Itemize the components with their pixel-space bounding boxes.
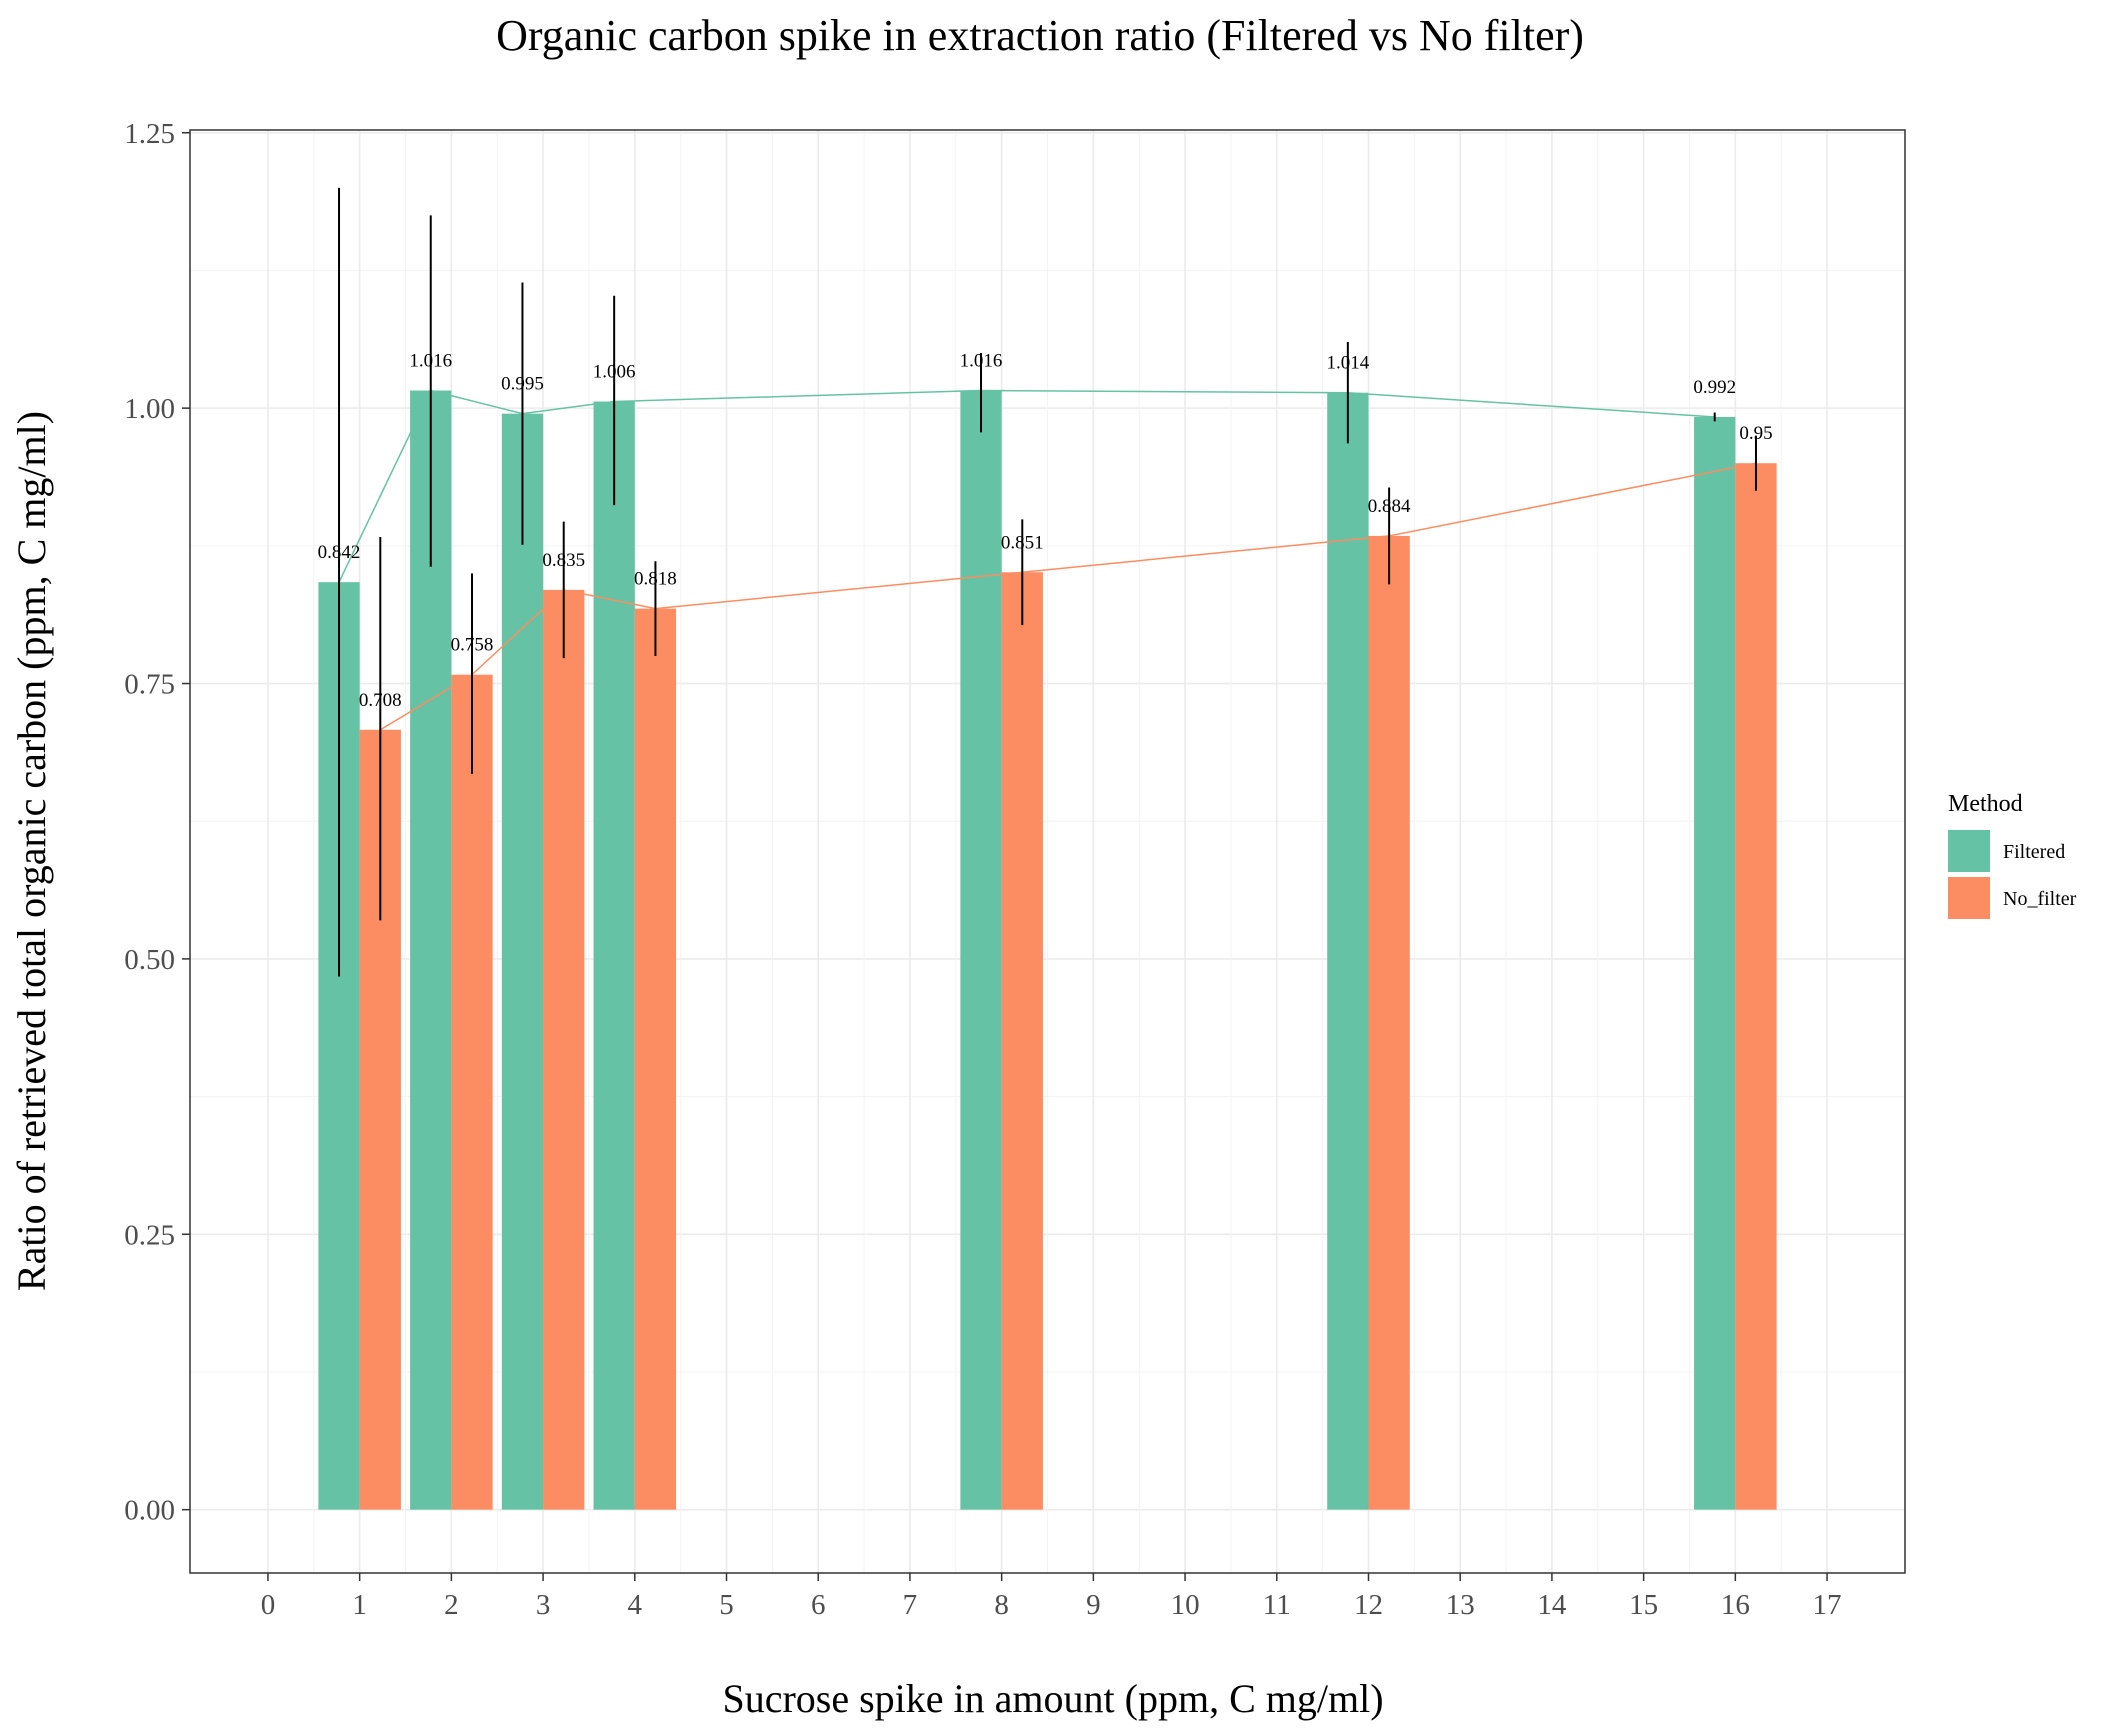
- bar-no_filter-3: [543, 589, 585, 1510]
- data-label-no_filter-3: 0.835: [542, 550, 585, 571]
- data-label-filtered-2: 1.016: [409, 351, 452, 372]
- x-tick-label: 11: [1263, 1589, 1291, 1621]
- data-labels-layer: 0.842 1.016 0.995 1.006 1.016 1.014 0.992 0.708…: [318, 351, 1773, 711]
- y-tick-label: 0.50: [124, 944, 175, 976]
- bar-filtered-3: [501, 413, 544, 1510]
- x-tick-label: 3: [536, 1589, 551, 1621]
- bar-filtered-12: [1327, 392, 1369, 1510]
- data-label-filtered-16: 0.992: [1693, 377, 1736, 398]
- legend: Method Filtered No_filter: [1948, 791, 2077, 919]
- data-label-no_filter-12: 0.884: [1368, 496, 1411, 517]
- x-tick-label: 0: [261, 1589, 276, 1621]
- legend-label-no_filter: No_filter: [2003, 888, 2077, 910]
- legend-key-filtered: [1948, 830, 1990, 872]
- y-tick-label: 0.00: [124, 1495, 175, 1527]
- bar-filtered-4: [593, 401, 635, 1510]
- bar-no_filter-8: [1001, 572, 1043, 1510]
- bar-filtered-16: [1694, 416, 1736, 1510]
- data-label-no_filter-8: 0.851: [1001, 532, 1044, 553]
- data-label-filtered-1: 0.842: [318, 542, 361, 563]
- x-tick-label: 12: [1354, 1589, 1383, 1621]
- x-tick-label: 6: [811, 1589, 826, 1621]
- data-label-no_filter-1: 0.708: [359, 690, 402, 711]
- legend-title: Method: [1948, 791, 2023, 817]
- bar-no_filter-12: [1368, 535, 1410, 1510]
- data-label-no_filter-4: 0.818: [634, 569, 677, 590]
- data-label-filtered-3: 0.995: [501, 374, 544, 395]
- chart-title: Organic carbon spike in extraction ratio…: [496, 11, 1584, 60]
- legend-label-filtered: Filtered: [2003, 841, 2065, 863]
- y-tick-label: 0.75: [124, 669, 175, 701]
- data-label-filtered-12: 1.014: [1326, 353, 1369, 374]
- x-axis: 0 1 2 3 4 5 6 7 8 9 10 11 12 13 14 15 16 17: [261, 1573, 1842, 1621]
- bar-no_filter-16: [1735, 463, 1777, 1510]
- bars-layer: [318, 390, 1777, 1510]
- y-tick-label: 0.25: [124, 1219, 175, 1251]
- x-tick-label: 10: [1171, 1589, 1200, 1621]
- x-tick-label: 4: [628, 1589, 643, 1621]
- error-bars-layer: [338, 187, 1757, 977]
- x-tick-label: 2: [444, 1589, 459, 1621]
- y-axis: 0.00 0.25 0.50 0.75 1.00 1.25: [124, 118, 190, 1527]
- data-label-filtered-8: 1.016: [960, 351, 1003, 372]
- bar-no_filter-2: [451, 674, 493, 1510]
- x-tick-label: 8: [994, 1589, 1009, 1621]
- x-tick-label: 9: [1086, 1589, 1101, 1621]
- x-tick-label: 17: [1813, 1589, 1842, 1621]
- bar-no_filter-4: [634, 608, 677, 1510]
- y-tick-label: 1.25: [124, 118, 175, 150]
- legend-key-no_filter: [1948, 877, 1990, 919]
- plot-border: [189, 129, 1906, 1574]
- x-tick-label: 1: [352, 1589, 367, 1621]
- x-axis-title: Sucrose spike in amount (ppm, C mg/ml): [722, 1676, 1383, 1721]
- x-tick-label: 14: [1537, 1589, 1567, 1621]
- bar-filtered-8: [960, 390, 1002, 1510]
- y-axis-title: Ratio of retrieved total organic carbon …: [9, 411, 54, 1291]
- y-tick-label: 1.00: [124, 393, 175, 425]
- data-label-filtered-4: 1.006: [593, 362, 636, 383]
- data-label-no_filter-2: 0.758: [451, 635, 494, 656]
- data-label-no_filter-16: 0.95: [1739, 423, 1772, 444]
- x-tick-label: 7: [903, 1589, 918, 1621]
- bar-filtered-2: [410, 390, 452, 1510]
- x-tick-label: 13: [1446, 1589, 1475, 1621]
- x-tick-label: 16: [1721, 1589, 1750, 1621]
- x-tick-label: 5: [719, 1589, 734, 1621]
- x-tick-label: 15: [1629, 1589, 1658, 1621]
